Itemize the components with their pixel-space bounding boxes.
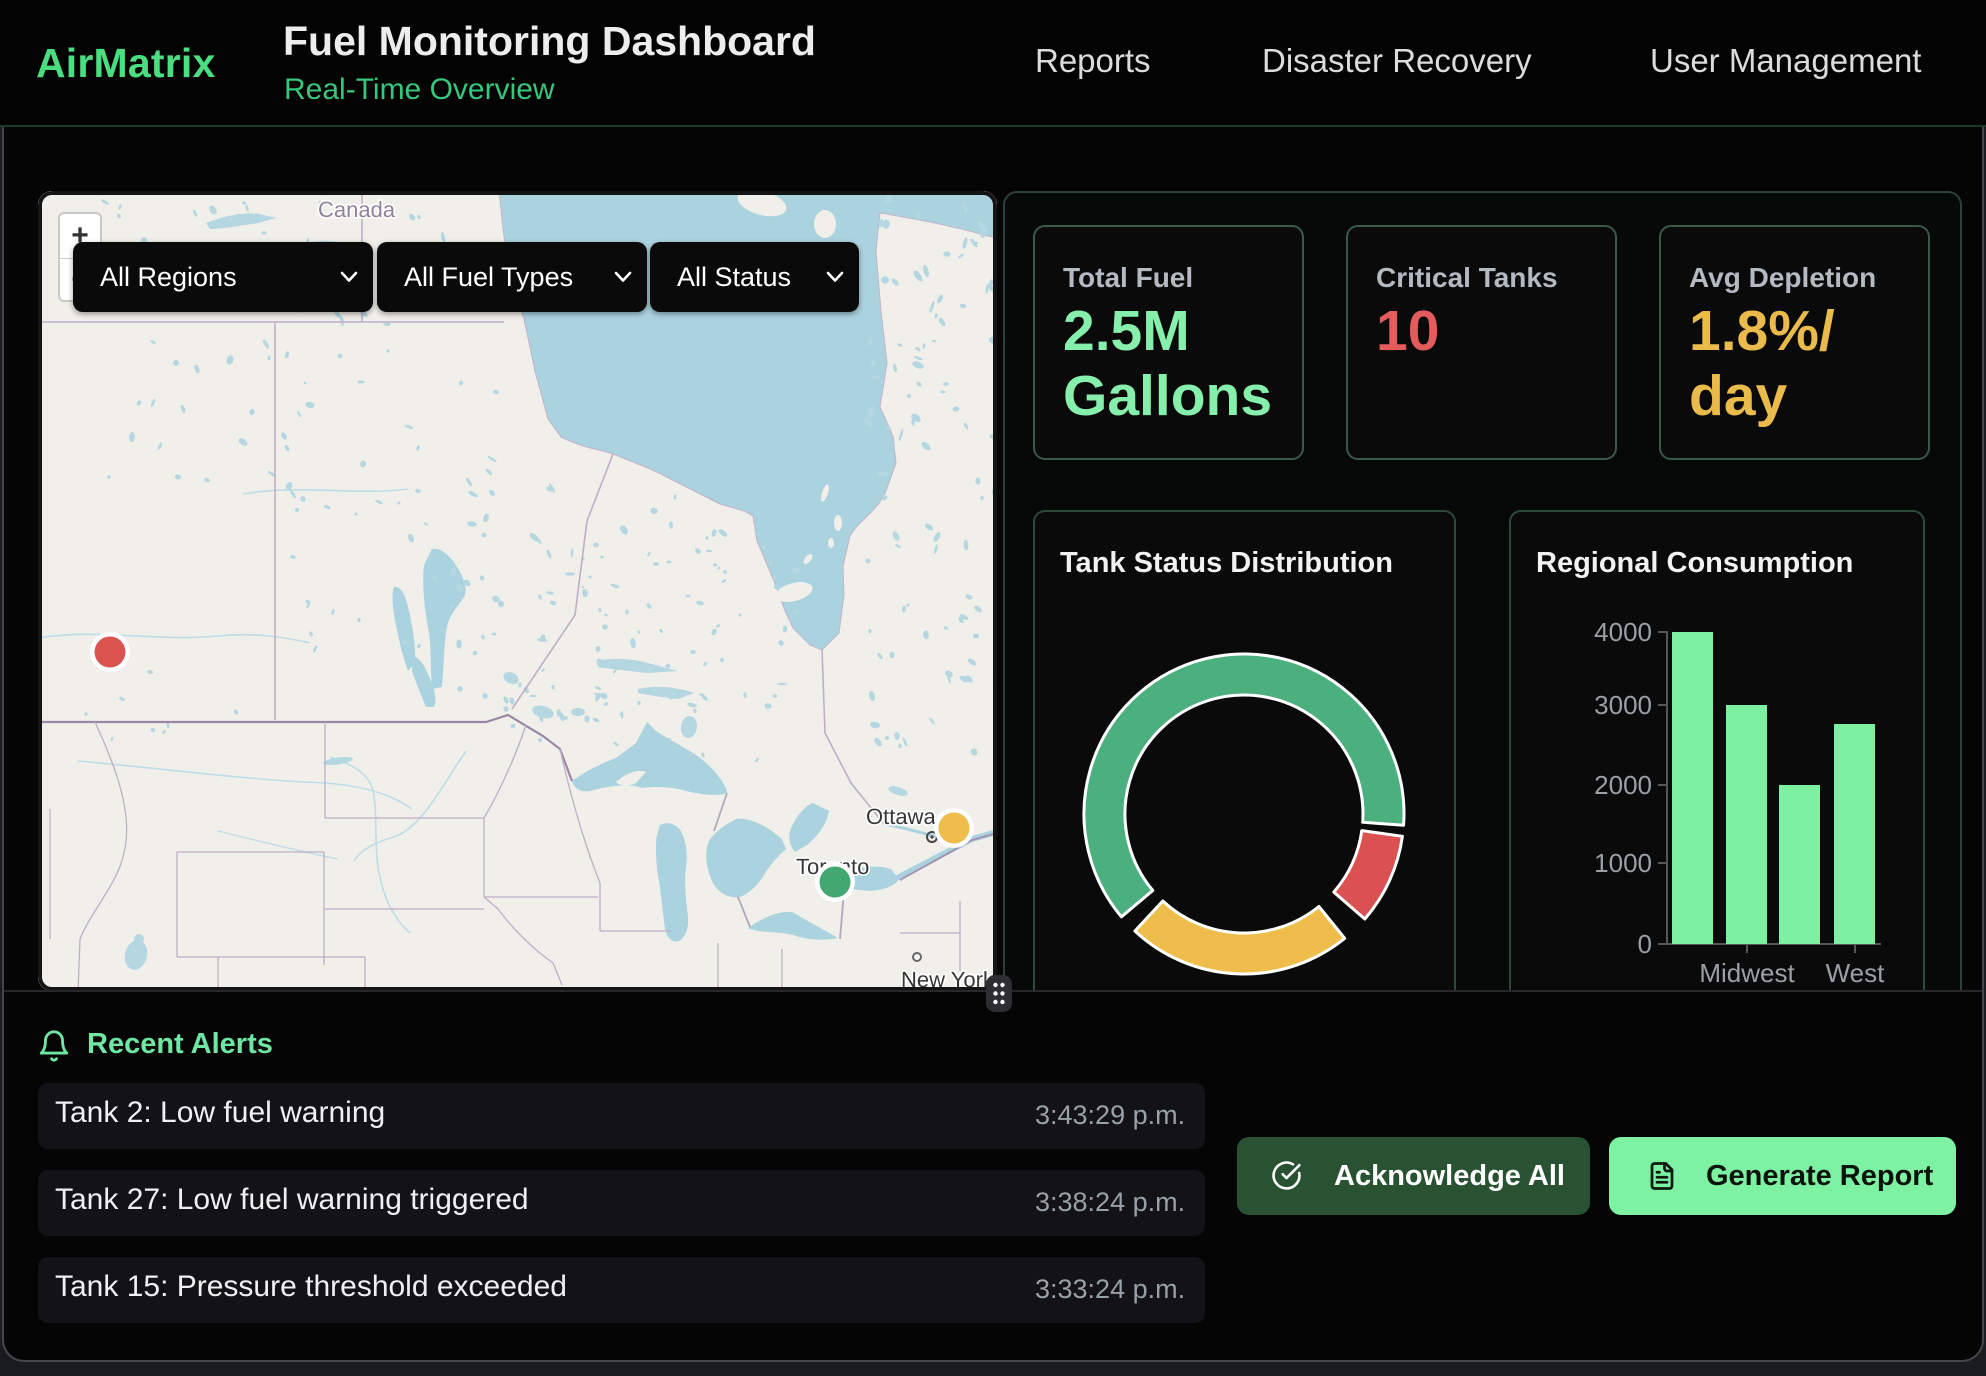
svg-text:Midwest: Midwest bbox=[1699, 958, 1795, 988]
svg-text:1000: 1000 bbox=[1594, 848, 1652, 878]
svg-text:0: 0 bbox=[1638, 929, 1652, 959]
svg-text:2000: 2000 bbox=[1594, 770, 1652, 800]
svg-text:4000: 4000 bbox=[1594, 617, 1652, 647]
svg-text:3000: 3000 bbox=[1594, 690, 1652, 720]
svg-text:West: West bbox=[1826, 958, 1886, 988]
